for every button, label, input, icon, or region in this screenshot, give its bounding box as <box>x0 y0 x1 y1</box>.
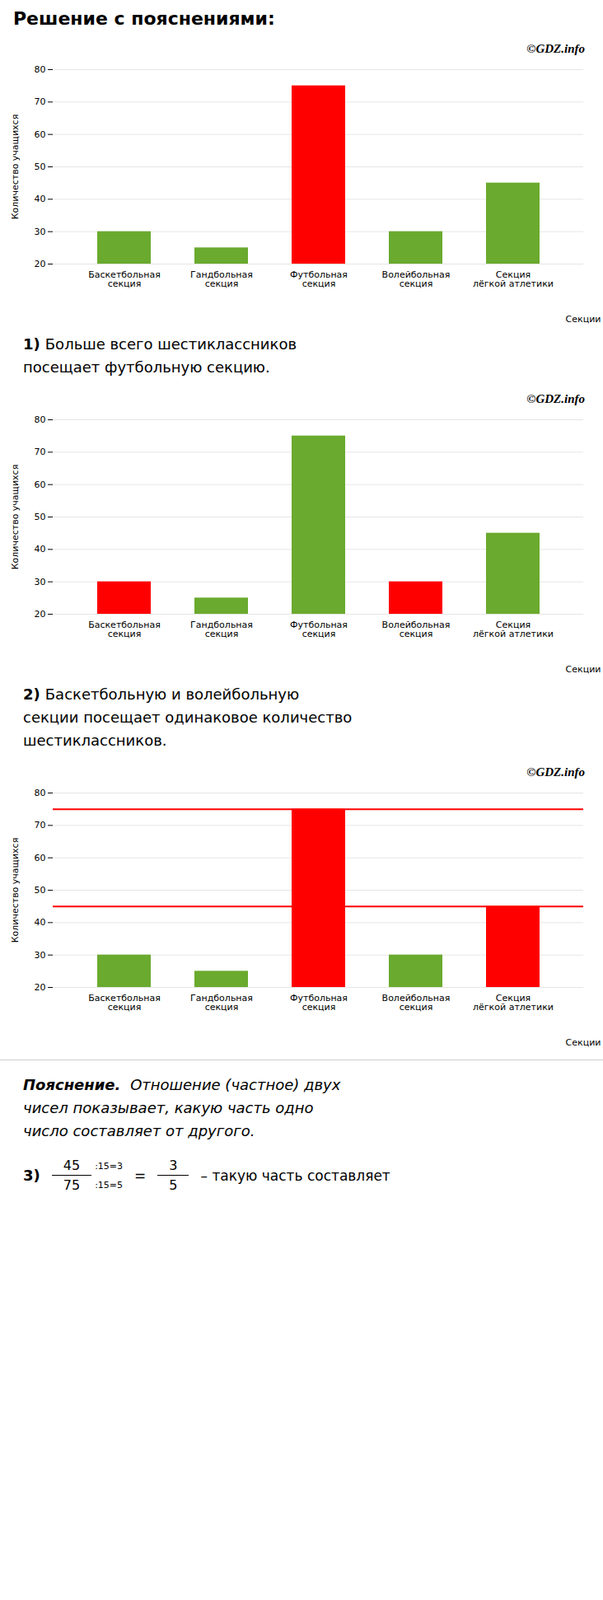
svg-text:Футбольнаясекция: Футбольнаясекция <box>289 619 348 640</box>
svg-text:20: 20 <box>34 258 47 270</box>
svg-text:Футбольнаясекция: Футбольнаясекция <box>289 269 348 290</box>
html-text:Пояснение. Отношение (частное): Пояснение. Отношение (частное) двух <box>23 1075 341 1094</box>
svg-text:Секциялёгкой атлетики: Секциялёгкой атлетики <box>472 269 554 290</box>
html-text:45: 45 <box>63 1157 80 1174</box>
html-text:число составляет от другого.: число составляет от другого. <box>23 1121 255 1140</box>
svg-text:Секции: Секции <box>565 1037 602 1048</box>
svg-text:60: 60 <box>34 479 47 491</box>
svg-text:30: 30 <box>34 949 47 961</box>
svg-text:Волейбольнаясекция: Волейбольнаясекция <box>382 269 451 290</box>
html-text:чисел показывает, какую часть: чисел показывает, какую часть одно <box>23 1098 314 1117</box>
svg-text:40: 40 <box>34 543 47 555</box>
html-text::15=5: :15=5 <box>94 1179 123 1190</box>
svg-text:Баскетбольнаясекция: Баскетбольнаясекция <box>88 269 161 290</box>
svg-text:Количество учащихся: Количество учащихся <box>9 114 21 220</box>
html-text:посещает футбольную секцию.: посещает футбольную секцию. <box>23 358 270 376</box>
html-text:©GDZ.info: ©GDZ.info <box>526 392 585 406</box>
html-text:Решение с пояснениями:: Решение с пояснениями: <box>13 8 275 29</box>
svg-text:Гандбольнаясекция: Гандбольнаясекция <box>190 269 253 290</box>
svg-text:60: 60 <box>34 852 47 864</box>
html-text:3): 3) <box>23 1166 41 1184</box>
html-text:©GDZ.info: ©GDZ.info <box>526 765 585 779</box>
svg-text:Секции: Секции <box>565 313 602 325</box>
svg-text:20: 20 <box>34 981 47 993</box>
svg-text:50: 50 <box>34 511 47 523</box>
svg-text:70: 70 <box>34 819 47 831</box>
svg-text:Баскетбольнаясекция: Баскетбольнаясекция <box>88 619 161 640</box>
html-text:75: 75 <box>63 1177 80 1193</box>
html-text:шестиклассников.: шестиклассников. <box>23 731 167 749</box>
html-text:5: 5 <box>169 1177 178 1193</box>
svg-text:50: 50 <box>34 161 47 173</box>
svg-text:80: 80 <box>34 64 47 75</box>
html-text:– такую часть составляет: – такую часть составляет <box>200 1166 391 1184</box>
svg-text:Гандбольнаясекция: Гандбольнаясекция <box>190 992 253 1013</box>
svg-text:Волейбольнаясекция: Волейбольнаясекция <box>382 992 451 1013</box>
svg-text:Секциялёгкой атлетики: Секциялёгкой атлетики <box>472 619 554 640</box>
svg-text:70: 70 <box>34 446 47 458</box>
svg-text:30: 30 <box>34 576 47 588</box>
svg-text:40: 40 <box>34 916 47 928</box>
svg-text:20: 20 <box>34 608 47 620</box>
svg-text:30: 30 <box>34 226 47 238</box>
svg-text:Количество учащихся: Количество учащихся <box>9 464 21 571</box>
svg-text:Секциялёгкой атлетики: Секциялёгкой атлетики <box>472 992 554 1013</box>
svg-text:Гандбольнаясекция: Гандбольнаясекция <box>190 619 253 640</box>
html-text:1) Больше всего шестикласснико: 1) Больше всего шестиклассников <box>23 335 297 353</box>
svg-text:Футбольнаясекция: Футбольнаясекция <box>289 992 348 1013</box>
svg-text:Волейбольнаясекция: Волейбольнаясекция <box>382 619 451 640</box>
svg-text:50: 50 <box>34 884 47 896</box>
svg-text:Секции: Секции <box>565 663 602 675</box>
html-text:3: 3 <box>169 1157 178 1174</box>
html-text:©GDZ.info: ©GDZ.info <box>526 42 585 56</box>
html-text:секции посещает одинаковое кол: секции посещает одинаковое количество <box>23 708 352 726</box>
html-text:2) Баскетбольную и волейбольну: 2) Баскетбольную и волейбольную <box>23 685 300 703</box>
svg-text:40: 40 <box>34 193 47 205</box>
svg-text:Количество учащихся: Количество учащихся <box>9 837 21 944</box>
svg-text:60: 60 <box>34 129 47 141</box>
svg-text:80: 80 <box>34 414 47 426</box>
svg-text:80: 80 <box>34 787 47 799</box>
html-text::15=3: :15=3 <box>94 1160 123 1171</box>
svg-text:70: 70 <box>34 96 47 108</box>
svg-text:Баскетбольнаясекция: Баскетбольнаясекция <box>88 992 161 1013</box>
